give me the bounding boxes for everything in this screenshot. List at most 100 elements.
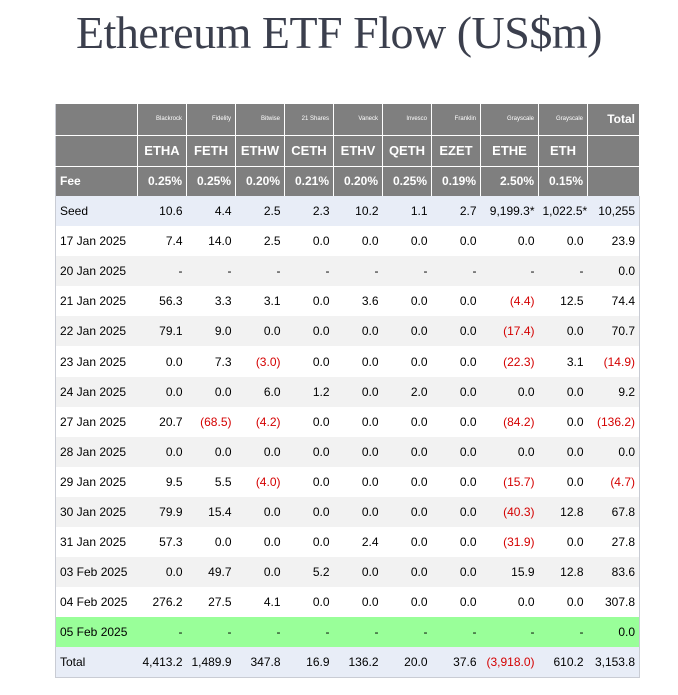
table-row: 29 Jan 2025 9.5 5.5 (4.0) 0.0 0.0 0.0 0.0 (15.7)… <box>56 467 640 497</box>
flow-cell: (15.7) <box>503 474 535 489</box>
fee-cell: 0.25% <box>186 165 236 196</box>
row-label: 20 Jan 2025 <box>55 256 138 287</box>
flow-cell: 0.0 <box>410 535 428 550</box>
flow-cell: 0.0 <box>361 595 379 610</box>
fee-cell: 0.21% <box>284 165 334 196</box>
flow-cell: - <box>235 256 285 287</box>
flow-cell: 9.0 <box>186 316 236 347</box>
flow-cell: 5.2 <box>284 557 334 588</box>
flow-cell: 3.3 <box>214 294 232 309</box>
row-label: 17 Jan 2025 <box>60 234 127 249</box>
flow-cell: 0.0 <box>186 436 236 467</box>
flow-cell: - <box>137 617 187 648</box>
flow-cell: 12.5 <box>560 294 584 309</box>
flow-cell: 1,489.9 <box>186 647 236 678</box>
flow-cell: 7.3 <box>214 354 232 369</box>
flow-cell: - <box>382 256 432 287</box>
flow-cell: 0.0 <box>137 557 187 588</box>
fee-cell: 0.20% <box>235 165 285 196</box>
blank-header-cell <box>55 134 138 166</box>
flow-cell: 276.2 <box>152 595 183 610</box>
row-label: 22 Jan 2025 <box>55 316 138 347</box>
row-total-cell: (4.7) <box>610 474 635 489</box>
fee-header-row: Fee 0.25% 0.25% 0.20% 0.21% 0.20% 0.25% 0.19% 2… <box>55 165 640 196</box>
row-total-cell: 67.8 <box>587 496 640 528</box>
fee-cell: 2.50% <box>480 165 539 196</box>
flow-cell: 2.5 <box>235 196 285 227</box>
flow-cell: (22.3) <box>503 354 535 369</box>
row-total-cell: 0.0 <box>587 256 640 287</box>
flow-cell: 0.0 <box>410 354 428 369</box>
flow-cell: 0.0 <box>410 414 428 429</box>
ticker-header-cell: EZET <box>431 134 481 166</box>
ticker-header-cell: ETHV <box>333 134 383 166</box>
flow-cell: 0.0 <box>431 436 481 467</box>
flow-cell: 0.0 <box>382 496 432 528</box>
flow-cell: 0.0 <box>333 557 383 588</box>
flow-cell: 0.0 <box>312 535 330 550</box>
issuer-header-cell: Invesco <box>382 104 432 135</box>
flow-cell: 9.5 <box>165 474 183 489</box>
flow-cell: (3,918.0) <box>480 647 539 678</box>
flow-cell: (3.0) <box>255 354 281 369</box>
row-label: 23 Jan 2025 <box>60 354 127 369</box>
table-row: 28 Jan 2025 0.0 0.0 0.0 0.0 0.0 0.0 0.0 0.0 0.0 0.… <box>55 436 640 467</box>
flow-cell: 57.3 <box>159 535 183 550</box>
row-total-cell: 307.8 <box>604 595 635 610</box>
flow-cell: 10.2 <box>333 196 383 227</box>
row-total-cell: (14.9) <box>603 354 635 369</box>
table-row: Seed 10.6 4.4 2.5 2.3 10.2 1.1 2.7 9,199.3* 1,022… <box>55 196 640 227</box>
flow-cell: 14.0 <box>208 234 232 249</box>
blank-header-cell <box>55 104 138 135</box>
issuer-header-cell: Vaneck <box>333 104 383 135</box>
total-row: Total 4,413.2 1,489.9 347.8 16.9 136.2 20.0 37.… <box>55 647 640 678</box>
flow-cell: 0.0 <box>333 436 383 467</box>
flow-cell: 4.4 <box>186 196 236 227</box>
flow-cell: 0.0 <box>186 376 236 407</box>
flow-cell: 2.4 <box>361 535 379 550</box>
row-total-cell: 0.0 <box>587 436 640 467</box>
flow-cell: - <box>137 256 187 287</box>
flow-cell: 0.0 <box>333 376 383 407</box>
flow-cell: 2.0 <box>382 376 432 407</box>
flow-cell: 0.0 <box>517 595 535 610</box>
row-label: 21 Jan 2025 <box>60 294 127 309</box>
flow-cell: 4.1 <box>263 595 281 610</box>
ticker-header-cell: QETH <box>382 134 432 166</box>
flow-cell: 4,413.2 <box>137 647 187 678</box>
row-label: Seed <box>55 196 138 227</box>
row-total-cell: 0.0 <box>587 617 640 648</box>
row-label: 04 Feb 2025 <box>60 595 128 610</box>
row-label: 27 Jan 2025 <box>60 414 127 429</box>
flow-cell: - <box>284 617 334 648</box>
flow-cell: 0.0 <box>137 376 187 407</box>
flow-cell: 0.0 <box>538 436 588 467</box>
flow-cell: 2.7 <box>431 196 481 227</box>
flow-cell: 0.0 <box>480 376 539 407</box>
row-label: 05 Feb 2025 <box>55 617 138 648</box>
row-total-cell: 3,153.8 <box>587 647 640 678</box>
flow-cell: 0.0 <box>459 595 477 610</box>
issuer-header-cell: Grayscale <box>538 104 588 135</box>
flow-cell: 610.2 <box>538 647 588 678</box>
flow-cell: 0.0 <box>459 294 477 309</box>
flow-cell: 0.0 <box>284 316 334 347</box>
blank-header-cell <box>587 165 640 196</box>
table-row: 31 Jan 2025 57.3 0.0 0.0 0.0 2.4 0.0 0.0 (31.9) 0… <box>56 527 640 557</box>
row-label: 29 Jan 2025 <box>60 474 127 489</box>
flow-cell: - <box>284 256 334 287</box>
issuer-header-cell: Fidelity <box>186 104 236 135</box>
flow-cell: 0.0 <box>431 557 481 588</box>
flow-cell: 0.0 <box>165 354 183 369</box>
row-total-cell: 10,255 <box>587 196 640 227</box>
flow-cell: 0.0 <box>214 535 232 550</box>
flow-cell: 56.3 <box>159 294 183 309</box>
flow-cell: 0.0 <box>312 595 330 610</box>
table-row: 03 Feb 2025 0.0 49.7 0.0 5.2 0.0 0.0 0.0 15.9 12.… <box>55 557 640 588</box>
flow-cell: 0.0 <box>410 595 428 610</box>
issuer-header-cell: Blackrock <box>137 104 187 135</box>
flow-cell: 0.0 <box>566 595 584 610</box>
flow-cell: 0.0 <box>431 496 481 528</box>
fee-cell: 0.25% <box>137 165 187 196</box>
flow-cell: 9,199.3* <box>480 196 539 227</box>
